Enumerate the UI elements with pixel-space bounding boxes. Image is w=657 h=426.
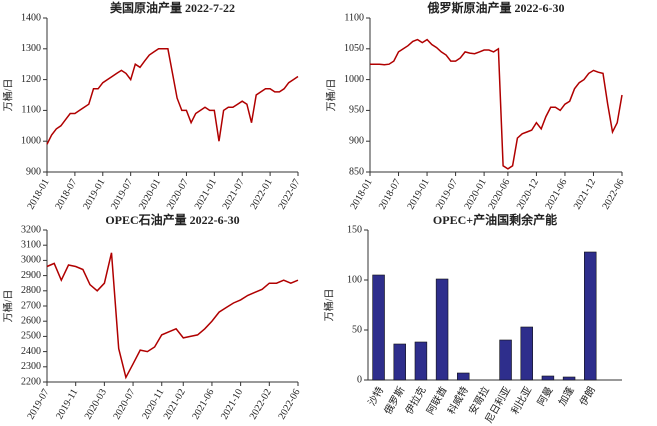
x-tick-label: 2020-06	[486, 177, 512, 211]
y-axis-label: 万桶/日	[324, 79, 337, 112]
y-axis-label: 万桶/日	[1, 79, 14, 112]
x-tick-label: 2021-06	[543, 177, 569, 211]
bar	[414, 341, 428, 381]
x-tick-label: 2018-07	[53, 177, 79, 211]
x-tick-label: 2019-01	[81, 177, 107, 211]
axes	[46, 18, 298, 173]
chart-title: OPEC+产油国剩余产能	[433, 212, 557, 227]
bar	[520, 326, 533, 381]
x-tick-label: 2018-07	[377, 177, 403, 211]
y-tick-label: 900	[349, 135, 364, 146]
line-series	[46, 48, 299, 145]
chart-title: 美国原油产量 2022-7-22	[110, 0, 235, 15]
x-tick-label: 伊朗	[577, 385, 597, 408]
y-tick-label: 1000	[344, 74, 364, 85]
x-tick-label: 2018-01	[25, 177, 51, 211]
axes	[367, 230, 622, 381]
y-tick-label: 2300	[21, 361, 41, 372]
x-tick-label: 2021-12	[572, 177, 598, 211]
bar	[435, 278, 449, 381]
bar	[457, 372, 470, 381]
x-tick-label: 加蓬	[556, 385, 576, 408]
x-tick-label: 2019-07	[109, 177, 135, 211]
y-tick-label: 2500	[21, 331, 41, 342]
bar	[562, 376, 576, 381]
line-series	[46, 252, 299, 380]
y-axis-label: 万桶/日	[1, 290, 14, 323]
x-tick-label: 2022-02	[248, 387, 274, 421]
x-tick-label: 2021-01	[193, 177, 219, 211]
y-tick-label: 2200	[21, 376, 41, 387]
x-tick-label: 利比亚	[509, 385, 534, 417]
x-tick-label: 2022-07	[276, 177, 302, 211]
x-tick-label: 2019-07	[25, 387, 51, 421]
y-tick-label: 850	[349, 166, 364, 177]
y-tick-label: 3200	[21, 224, 41, 235]
y-tick-label: 2700	[21, 300, 41, 311]
bar	[372, 274, 385, 381]
axes	[369, 18, 622, 173]
y-tick-label: 1100	[21, 105, 41, 116]
y-tick-label: 50	[352, 324, 362, 335]
x-tick-label: 2020-01	[137, 177, 163, 211]
x-tick-label: 2020-07	[165, 177, 191, 211]
y-tick-label: 950	[349, 105, 364, 116]
x-tick-label: 2020-01	[463, 177, 489, 211]
y-tick-label: 3000	[21, 255, 41, 266]
x-tick-label: 2020-07	[111, 387, 137, 421]
bar	[499, 339, 512, 381]
x-tick-label: 2019-07	[434, 177, 460, 211]
x-tick-label: 2021-10	[219, 387, 245, 421]
y-tick-label: 1050	[344, 43, 364, 54]
y-tick-label: 3100	[21, 239, 41, 250]
x-tick-label: 2022-06	[276, 387, 302, 421]
y-tick-label: 2900	[21, 270, 41, 281]
x-tick-label: 2020-03	[83, 387, 109, 421]
y-tick-label: 0	[357, 374, 362, 385]
x-tick-label: 2021-06	[190, 387, 216, 421]
y-tick-label: 2800	[21, 285, 41, 296]
x-tick-label: 阿曼	[535, 385, 555, 408]
chart-title: OPEC石油产量 2022-6-30	[105, 212, 239, 227]
y-tick-label: 150	[347, 224, 362, 235]
bar	[541, 375, 555, 381]
x-tick-label: 2019-01	[405, 177, 431, 211]
x-tick-label: 2021-07	[221, 177, 247, 211]
x-tick-label: 2022-06	[600, 177, 626, 211]
line-series	[370, 38, 623, 170]
x-tick-label: 2020-12	[515, 177, 541, 211]
y-tick-label: 1100	[344, 12, 364, 23]
x-tick-label: 沙特	[366, 385, 386, 408]
y-tick-label: 900	[26, 166, 41, 177]
x-tick-label: 2018-01	[348, 177, 374, 211]
y-tick-label: 1200	[21, 74, 41, 85]
y-axis-label: 万桶/日	[322, 289, 335, 322]
x-tick-label: 2019-11	[54, 387, 80, 421]
axes	[46, 230, 298, 383]
y-tick-label: 1300	[21, 43, 41, 54]
bar	[584, 251, 597, 381]
y-tick-label: 2400	[21, 346, 41, 357]
y-tick-label: 2600	[21, 315, 41, 326]
bar	[393, 343, 406, 381]
chart-title: 俄罗斯原油产量 2022-6-30	[427, 0, 565, 15]
y-tick-label: 100	[347, 274, 362, 285]
y-tick-label: 1000	[21, 135, 41, 146]
x-tick-label: 2022-01	[249, 177, 275, 211]
y-tick-label: 1400	[21, 12, 41, 23]
